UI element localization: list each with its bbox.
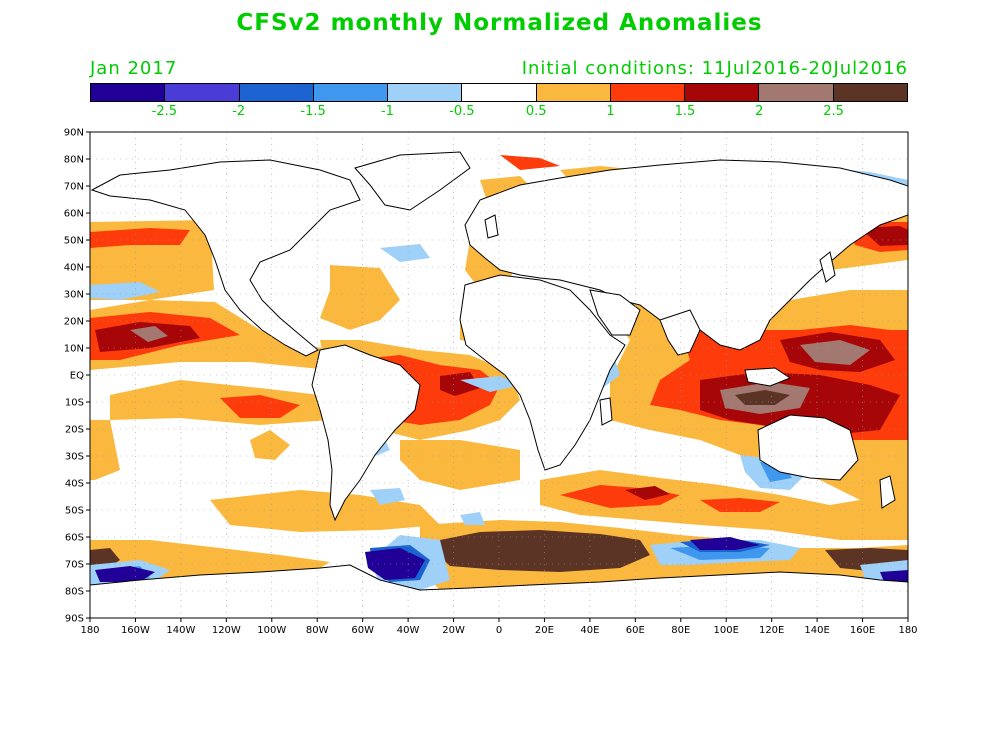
colorbar-label: 1.5 xyxy=(674,104,696,119)
map-title: CFSv2 monthly Normalized Anomalies xyxy=(236,10,763,36)
lat-tick-label: 60N xyxy=(64,209,84,220)
lat-tick-label: 90N xyxy=(64,128,84,139)
colorbar-swatch-9 xyxy=(759,84,834,101)
lon-tick-label: 120W xyxy=(212,625,241,636)
lon-tick-label: 140W xyxy=(166,625,195,636)
colorbar-swatch-10 xyxy=(833,84,907,101)
lon-tick-label: 120E xyxy=(759,625,784,636)
colorbar-swatch-7 xyxy=(610,84,686,101)
colorbar-swatch-2 xyxy=(239,84,314,101)
longitude-labels: 180 160W 140W 120W 100W 80W 60W 40W 20W 0 20E 40E 60… xyxy=(80,625,917,636)
lon-tick-label: 180 xyxy=(80,625,99,636)
colorbar-label: 2.5 xyxy=(823,104,844,119)
colorbar-label: 0.5 xyxy=(525,104,547,119)
initial-conditions-label: Initial conditions: 11Jul2016-20Jul2016 xyxy=(521,58,908,79)
colorbar-swatch-0 xyxy=(91,84,166,101)
valid-month-label: Jan 2017 xyxy=(90,58,178,79)
colorbar-label: 2 xyxy=(755,104,764,119)
colorbar-legend xyxy=(90,83,908,102)
lat-tick-label: 50N xyxy=(64,236,84,247)
colorbar-label: -0.5 xyxy=(449,104,475,119)
lat-tick-label: 50S xyxy=(65,506,84,517)
lon-tick-label: 80W xyxy=(306,625,329,636)
lon-tick-label: 40W xyxy=(397,625,420,636)
colorbar-swatch-8 xyxy=(685,84,760,101)
colorbar-swatch-3 xyxy=(313,84,389,101)
colorbar-swatch-6 xyxy=(536,84,611,101)
colorbar-swatch-4 xyxy=(388,84,463,101)
colorbar-label: -1 xyxy=(380,104,394,119)
colorbar-swatch-5 xyxy=(462,84,537,101)
lon-tick-label: 20E xyxy=(535,625,554,636)
lat-tick-label: 20S xyxy=(65,425,84,436)
lat-tick-label: 10N xyxy=(64,344,84,355)
lon-tick-label: 20W xyxy=(442,625,465,636)
lat-tick-label: 30N xyxy=(64,290,84,301)
lon-tick-label: 40E xyxy=(580,625,599,636)
lat-tick-label: 70N xyxy=(64,182,84,193)
lon-tick-label: 80E xyxy=(671,625,690,636)
colorbar-tick-labels: -2.5 -2 -1.5 -1 -0.5 0.5 1 1.5 2 2.5 xyxy=(90,104,908,122)
lat-tick-label: 10S xyxy=(65,398,84,409)
colorbar-label: -1.5 xyxy=(300,104,326,119)
gridlines xyxy=(90,132,908,618)
lon-tick-label: 160W xyxy=(121,625,150,636)
lat-tick-label: 30S xyxy=(65,452,84,463)
lon-tick-label: 60W xyxy=(351,625,374,636)
lat-tick-label: EQ xyxy=(70,371,84,382)
latitude-labels: 90N 80N 70N 60N 50N 40N 30N 20N 10N EQ 10S 20S 30S 40… xyxy=(64,128,84,625)
lon-tick-label: 0 xyxy=(496,625,502,636)
lat-tick-label: 40N xyxy=(64,263,84,274)
colorbar-label: 1 xyxy=(606,104,615,119)
lon-tick-label: 140E xyxy=(804,625,829,636)
coastlines xyxy=(90,151,908,618)
lon-tick-label: 160E xyxy=(850,625,875,636)
lon-tick-label: 180 xyxy=(898,625,917,636)
lon-tick-label: 60E xyxy=(626,625,645,636)
lat-tick-label: 80N xyxy=(64,155,84,166)
lat-tick-label: 40S xyxy=(65,479,84,490)
lon-tick-label: 100W xyxy=(257,625,286,636)
colorbar-label: -2 xyxy=(232,104,246,119)
colorbar-label: -2.5 xyxy=(151,104,178,119)
axis-ticks xyxy=(86,131,909,622)
lat-tick-label: 60S xyxy=(65,533,84,544)
lon-tick-label: 100E xyxy=(714,625,739,636)
colorbar-swatch-1 xyxy=(165,84,240,101)
lat-tick-label: 70S xyxy=(65,560,84,571)
lat-tick-label: 90S xyxy=(65,614,84,625)
lat-tick-label: 80S xyxy=(65,587,84,598)
lat-tick-label: 20N xyxy=(64,317,84,328)
